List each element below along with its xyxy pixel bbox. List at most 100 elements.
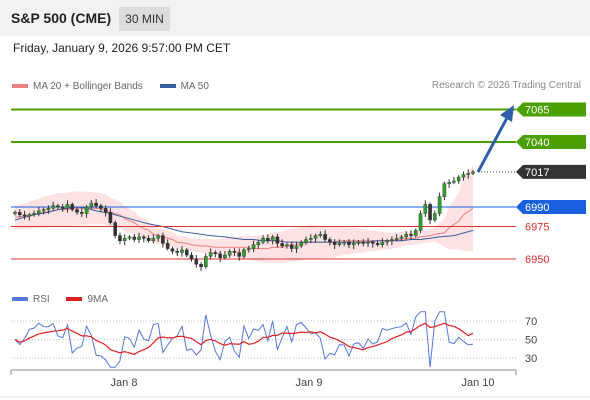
ma20-line [14,207,474,250]
candle [37,206,41,217]
candle-body [394,237,399,240]
candle [223,251,227,260]
level-tag-7040 [516,135,586,149]
candle [409,230,413,240]
candle-body [32,213,36,215]
time-axis-label: Jan 8 [111,377,138,389]
candle-body [51,205,55,209]
candle [75,206,79,215]
candle-body [404,234,409,238]
candle-body [442,183,447,197]
candle [108,208,113,225]
forecast-arrow-shaft [476,115,510,173]
candle [94,199,98,209]
candle [294,241,299,253]
candle [356,240,361,246]
level-label-7065: 7065 [525,105,549,117]
candle [289,241,294,253]
candle [299,240,304,248]
candle-body [65,204,70,209]
candle-body [437,196,442,214]
candle [113,220,117,239]
candle [433,210,437,222]
candle [46,205,51,214]
candle [127,234,132,241]
candle [447,179,451,188]
candle-body [189,254,194,260]
chart-datetime: Friday, January 9, 2026 9:57:00 PM CET [13,41,231,55]
candle-body [471,171,475,174]
candle [208,248,213,260]
candle-body [385,240,389,243]
candle [442,181,447,201]
candle-body [275,236,280,244]
candle [251,240,256,253]
candle-body [127,236,132,239]
candle [347,239,351,249]
candle [466,169,471,179]
candle-body [256,241,261,245]
timeframe-badge[interactable]: 30 MIN [119,7,170,31]
candle-body [461,174,466,178]
candle [65,200,70,213]
candle-body [204,256,208,267]
level-label-7017: 7017 [525,167,549,179]
candle [118,232,122,245]
candle-body [318,234,323,236]
candle [375,240,380,247]
candle [413,228,418,238]
candle [332,239,337,249]
candle [337,239,342,247]
candle [180,245,184,257]
rsi-legend: RSI 9MA [12,293,122,305]
rsi-level-label: 30 [525,353,537,365]
rsi-ma-swatch [66,297,83,301]
candle-body [323,234,327,240]
legend-ma50: MA 50 [159,80,209,92]
candle [99,203,103,212]
rsi-level-label: 50 [525,335,537,347]
level-label-6950: 6950 [525,254,549,266]
level-tag-7065 [516,102,586,117]
candle-body [94,202,98,206]
instrument-title: S&P 500 (CME) [11,10,112,26]
candle [366,238,370,247]
candle [194,254,199,268]
candle [304,236,308,245]
candle-body [351,243,356,245]
legend-ma50-label: MA 50 [180,80,209,92]
candle-body [175,250,180,253]
candle-body [108,211,113,223]
rsi-level-label: 70 [525,316,537,328]
candle-body [332,241,337,245]
candle [137,232,141,244]
rsi-ma-line [14,322,474,355]
candle [328,237,332,246]
rsi-line [14,311,474,368]
candle-body [266,237,270,241]
candle [275,233,280,248]
credit-text: Research © 2026 Trading Central [431,80,581,91]
candle-body [270,236,275,241]
candle [371,240,375,248]
candle [380,238,385,248]
candle-body [232,250,237,253]
candle-body [423,204,428,214]
legend-rsi-ma: 9MA [66,294,108,305]
price-levels: 7065 7040 7017 6990 6975 6950 [11,102,586,266]
candle-body [184,249,189,256]
candle-body [99,205,103,209]
candle [122,234,127,246]
candle [84,205,89,218]
candle-body [165,243,170,249]
candle-body [399,236,404,239]
candle [146,235,151,243]
candle-body [328,239,332,243]
level-tag-6990 [516,200,586,214]
level-label-6975: 6975 [525,222,549,234]
candle-body [156,235,160,239]
candle-body [242,249,246,257]
candle-body [342,241,346,244]
candle-body [113,222,117,236]
